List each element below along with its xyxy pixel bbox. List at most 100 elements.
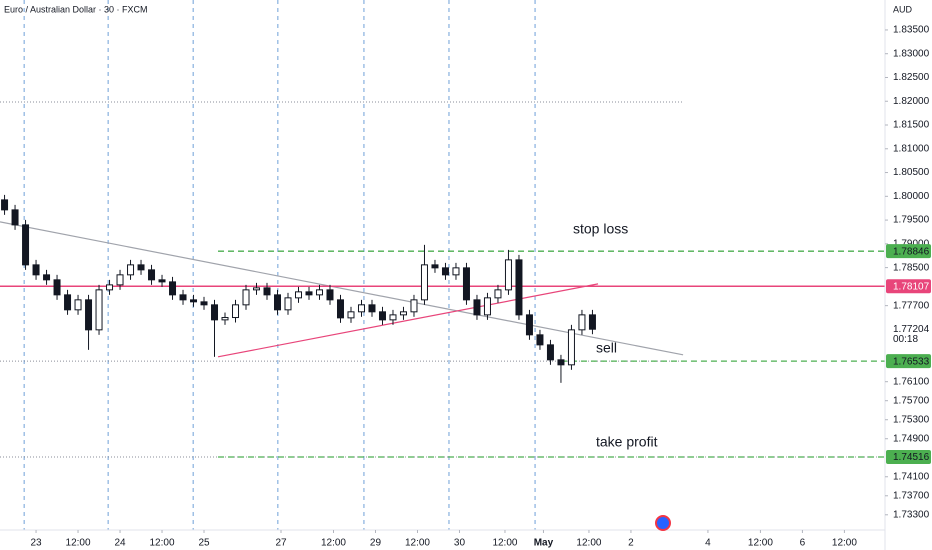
y-tick-label: 1.73300 [893,509,930,520]
candle-body [85,299,93,331]
current-price-box [886,322,931,345]
candle-body [32,264,40,276]
candle-body [347,311,355,319]
candle-body [557,359,565,366]
y-tick-label: 1.75700 [893,395,930,406]
candle-body [211,304,219,321]
x-tick-label: 12:00 [321,538,346,549]
candle-body [179,294,187,301]
x-tick-label: 6 [800,538,806,549]
y-tick-label: 1.80500 [893,167,930,178]
candle-body [148,269,156,281]
candle-body [431,264,439,269]
annotation: sell [596,340,617,356]
candle-body [504,259,512,291]
x-tick-label: 27 [275,538,287,549]
candle-body [515,259,523,316]
candle-body [11,209,19,226]
x-tick-label: 24 [114,538,126,549]
plot-area [0,0,885,530]
candle-body [242,289,250,306]
candle-body [294,291,302,299]
candle-body [305,291,313,296]
y-tick-label: 1.78500 [893,262,930,273]
x-tick-label: 12:00 [832,538,857,549]
countdown: 00:18 [893,334,918,345]
candle-body [336,299,344,319]
candle-body [452,267,460,276]
candle-body [473,299,481,316]
candle-body [420,264,428,301]
current-price: 1.77204 [893,324,930,335]
candle-body [169,281,177,296]
y-tick-label: 1.73700 [893,490,930,501]
x-tick-label: 12:00 [150,538,175,549]
candle-body [263,287,271,296]
candle-body [95,289,103,331]
y-tick-label: 1.83000 [893,48,930,59]
price-label-box [886,244,931,259]
y-tick-label: 1.77700 [893,300,930,311]
price-label: 1.74516 [893,452,930,463]
candle-body [536,334,544,346]
x-tick-label: 12:00 [576,538,601,549]
candle-body [74,299,82,311]
candle-body [1,199,9,211]
y-tick-label: 1.79500 [893,215,930,226]
x-tick-label: 23 [30,538,42,549]
x-tick-label: 29 [370,538,382,549]
x-tick-label: 12:00 [748,538,773,549]
candle-body [326,289,334,301]
candle-body [190,299,198,303]
candle-body [378,311,386,321]
y-tick-label: 1.75300 [893,414,930,425]
y-tick-label: 1.74900 [893,433,930,444]
price-label: 1.78846 [893,246,930,257]
x-tick-label: 12:00 [66,538,91,549]
y-tick-label: 1.80000 [893,191,930,202]
candle-body [253,287,261,291]
candle-body [588,314,596,330]
candle-body [137,264,145,271]
candle-body [232,304,240,319]
candle-body [462,267,470,301]
candle-body [567,329,575,366]
candle-body [127,264,135,276]
annotation: stop loss [573,221,628,237]
price-label: 1.78107 [893,281,930,292]
candle-body [221,317,229,321]
currency: AUD [893,4,913,14]
trendline [217,283,599,358]
candle-body [441,267,449,276]
candle-body [200,301,208,306]
y-tick-label: 1.74100 [893,471,930,482]
candle-body [274,294,282,311]
candle-body [22,224,30,266]
x-tick-label: 12:00 [405,538,430,549]
candle-body [158,279,166,283]
y-tick-label: 1.82000 [893,96,930,107]
x-tick-label: 12:00 [492,538,517,549]
x-tick-label: May [534,538,554,549]
candle-body [284,297,292,311]
candle-body [546,344,554,361]
candle-body [494,289,502,299]
candle-body [43,274,51,281]
x-tick-label: 2 [628,538,634,549]
candle-body [410,299,418,313]
candle-body [525,314,533,336]
candle-body [64,294,72,311]
candle-body [315,289,323,296]
candle-body [357,304,365,313]
candle-body [368,304,376,313]
candle-body [53,279,61,296]
candle-body [389,314,397,321]
y-tick-label: 1.83500 [893,25,930,36]
x-tick-label: 4 [705,538,711,549]
chart-title: Euro / Australian Dollar · 30 · FXCM [4,4,148,14]
price-label-box [886,279,931,294]
candle-body [578,314,586,331]
y-tick-label: 1.76100 [893,376,930,387]
logo [655,515,671,531]
candle-body [399,311,407,316]
